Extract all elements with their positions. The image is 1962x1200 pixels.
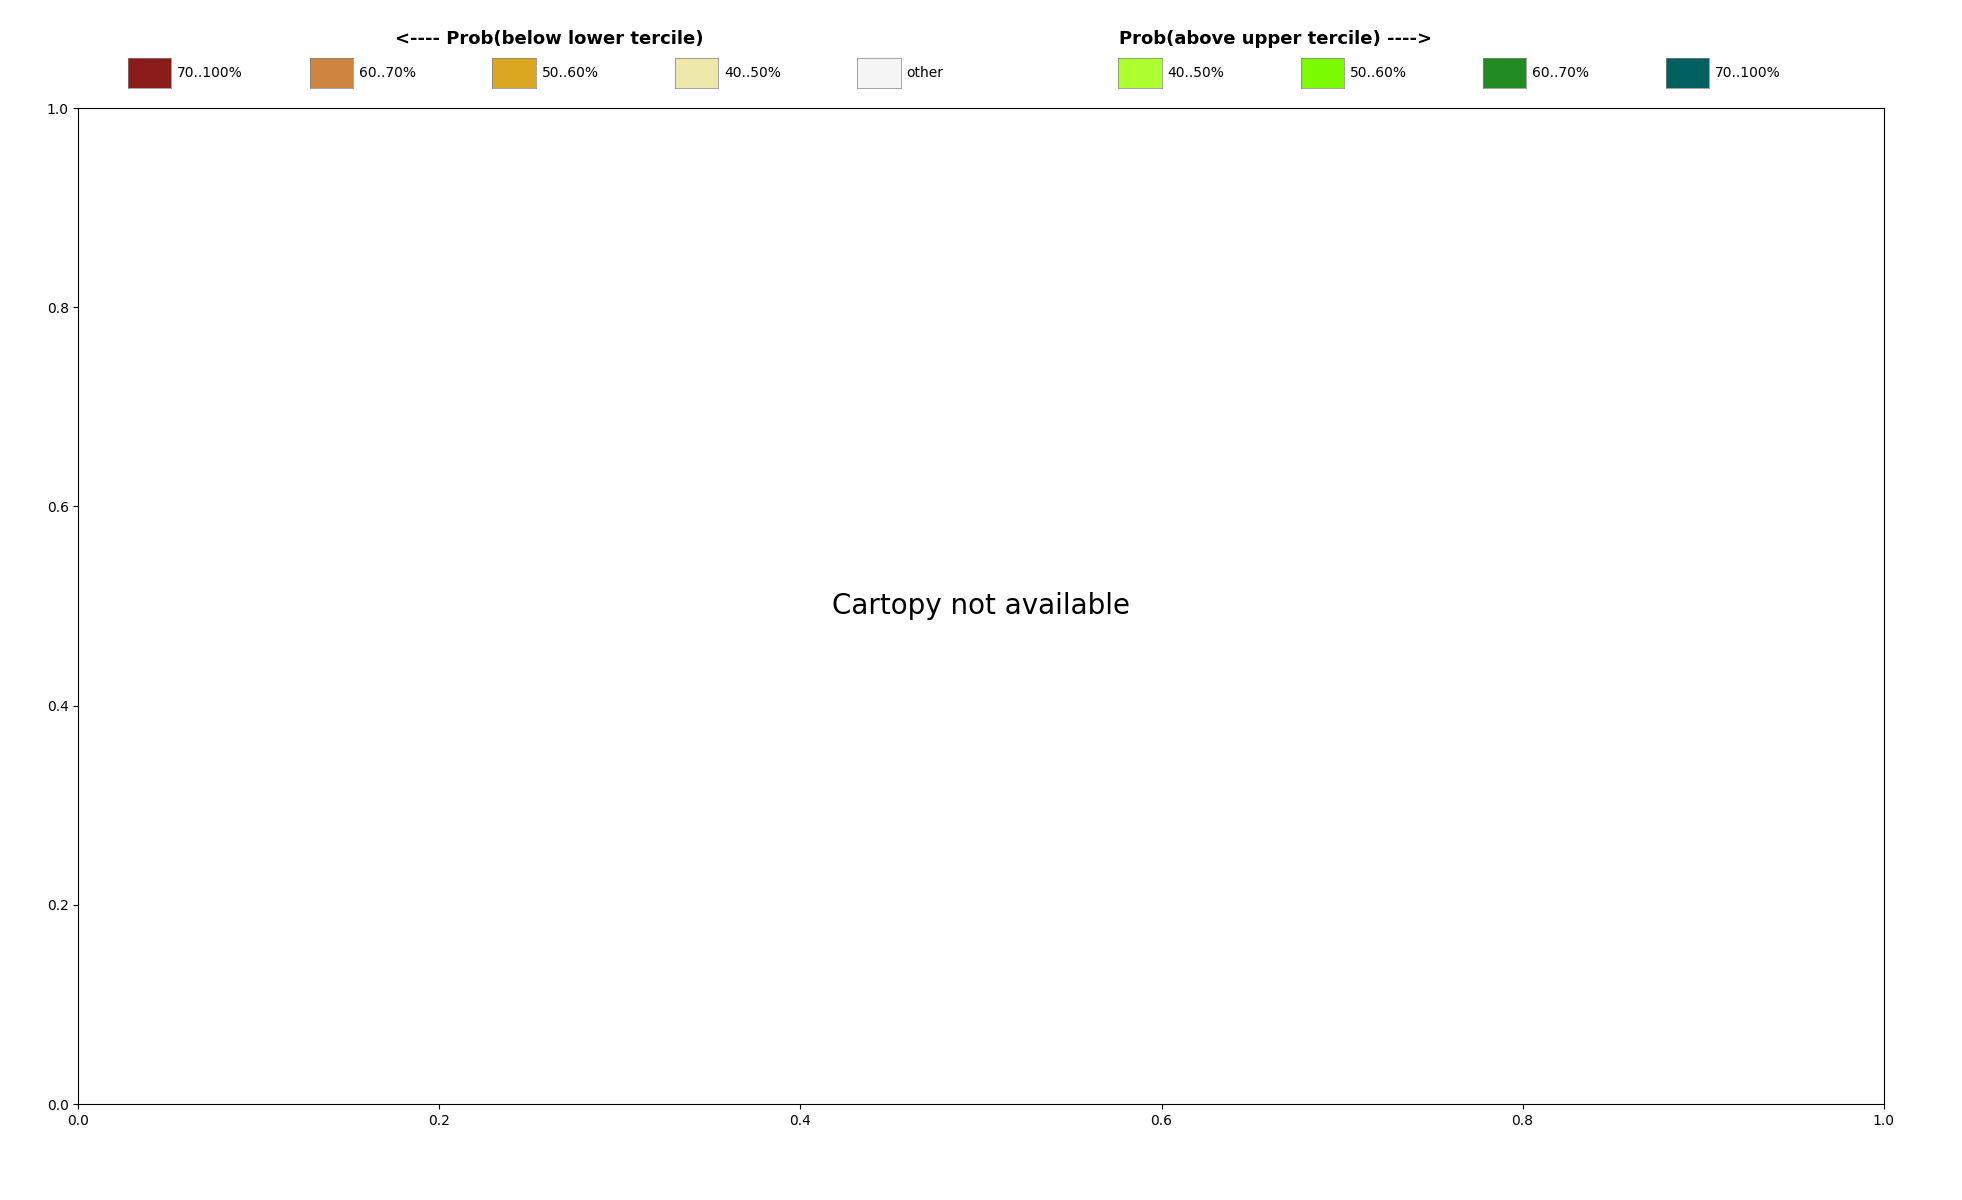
Text: 40..50%: 40..50% [1167,66,1224,79]
Text: other: other [906,66,944,79]
Text: 60..70%: 60..70% [359,66,416,79]
Text: 50..60%: 50..60% [542,66,598,79]
Text: 50..60%: 50..60% [1350,66,1407,79]
Text: 70..100%: 70..100% [1715,66,1781,79]
Text: 70..100%: 70..100% [177,66,243,79]
Text: 40..50%: 40..50% [724,66,781,79]
Text: Prob(above upper tercile) ---->: Prob(above upper tercile) ----> [1118,30,1432,48]
Text: Cartopy not available: Cartopy not available [832,592,1130,620]
Text: <---- Prob(below lower tercile): <---- Prob(below lower tercile) [394,30,704,48]
Text: 60..70%: 60..70% [1532,66,1589,79]
